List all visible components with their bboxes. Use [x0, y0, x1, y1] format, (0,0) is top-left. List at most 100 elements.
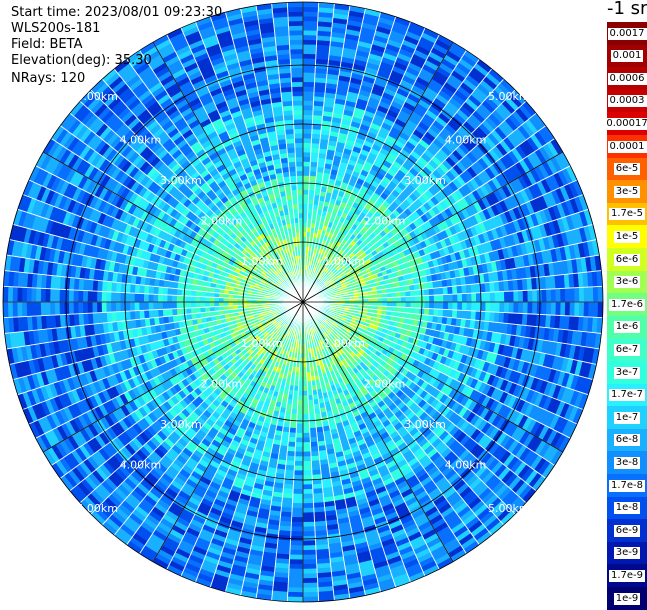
- heatmap-cell: [291, 531, 303, 536]
- heatmap-cell: [298, 396, 303, 401]
- heatmap-cell: [309, 414, 315, 419]
- heatmap-cell: [292, 513, 303, 518]
- heatmap-cell: [383, 298, 388, 302]
- heatmap-cell: [518, 291, 523, 303]
- heatmap-cell: [406, 307, 411, 313]
- heatmap-cell: [310, 437, 318, 442]
- heatmap-cell: [303, 54, 316, 59]
- heatmap-cell: [291, 409, 297, 414]
- heatmap-cell: [294, 466, 303, 471]
- heatmap-cell: [424, 308, 429, 315]
- heatmap-cell: [303, 471, 312, 476]
- heatmap-cell: [303, 77, 315, 82]
- heatmap-cell: [299, 382, 303, 387]
- heatmap-cell: [303, 16, 318, 21]
- heatmap-cell: [509, 302, 514, 313]
- heatmap-cell: [551, 289, 556, 302]
- heatmap-cell: [467, 302, 472, 311]
- heatmap-cell: [397, 302, 402, 307]
- heatmap-cell: [290, 550, 303, 555]
- heatmap-cell: [542, 302, 547, 315]
- heatmap-cell: [598, 302, 603, 318]
- heatmap-cell: [309, 409, 315, 414]
- heatmap-cell: [303, 115, 313, 120]
- heatmap-cell: [425, 302, 430, 309]
- heatmap-cell: [294, 475, 303, 480]
- heatmap-cell: [303, 68, 315, 73]
- heatmap-cell: [443, 294, 448, 302]
- heatmap-cell: [287, 597, 303, 602]
- heatmap-cell: [309, 185, 315, 190]
- heatmap-cell: [297, 419, 303, 424]
- heatmap-cell: [303, 545, 316, 550]
- heatmap-cell: [303, 110, 313, 115]
- heatmap-cell: [514, 291, 519, 302]
- heatmap-cell: [295, 447, 303, 452]
- heatmap-cell: [303, 424, 310, 429]
- heatmap-cell: [575, 288, 580, 303]
- heatmap-cell: [509, 291, 514, 302]
- heatmap-cell: [309, 190, 315, 195]
- heatmap-cell: [293, 485, 303, 490]
- heatmap-cell: [490, 302, 495, 312]
- heatmap-cell: [289, 560, 303, 565]
- heatmap-cell: [425, 295, 430, 302]
- heatmap-cell: [303, 578, 318, 583]
- heatmap-cell: [303, 597, 319, 602]
- heatmap-cell: [303, 574, 318, 579]
- heatmap-cell: [303, 531, 315, 536]
- heatmap-cell: [303, 199, 308, 204]
- heatmap-cell: [415, 302, 420, 308]
- heatmap-cell: [406, 296, 411, 302]
- heatmap-cell: [401, 302, 406, 307]
- heatmap-cell: [292, 508, 303, 513]
- heatmap-cell: [542, 289, 547, 302]
- heatmap-cell: [303, 152, 311, 157]
- heatmap-cell: [303, 213, 308, 218]
- heatmap-cell: [303, 386, 308, 391]
- heatmap-cell: [303, 508, 314, 513]
- heatmap-cell: [290, 541, 303, 546]
- heatmap-cell: [296, 433, 303, 438]
- heatmap-cell: [303, 550, 316, 555]
- heatmap-cell: [472, 302, 477, 311]
- heatmap-cell: [453, 294, 458, 302]
- heatmap-cell: [500, 292, 505, 303]
- heatmap-cell: [303, 72, 315, 77]
- heatmap-cell: [294, 471, 303, 476]
- heatmap-cell: [297, 405, 303, 410]
- heatmap-cell: [481, 302, 486, 312]
- heatmap-cell: [303, 457, 311, 462]
- heatmap-cell: [303, 428, 310, 433]
- heatmap-cell: [303, 21, 318, 26]
- heatmap-cell: [293, 489, 303, 494]
- heatmap-cell: [303, 560, 317, 565]
- heatmap-cell: [303, 86, 314, 91]
- heatmap-cell: [438, 309, 443, 317]
- heatmap-cell: [303, 138, 312, 143]
- heatmap-cell: [481, 292, 486, 302]
- heatmap-cell: [288, 578, 303, 583]
- heatmap-cell: [392, 297, 397, 302]
- heatmap-cell: [532, 302, 537, 314]
- heatmap-cell: [495, 302, 500, 312]
- heatmap-cell: [297, 414, 303, 419]
- heatmap-cell: [303, 489, 313, 494]
- heatmap-cell: [289, 574, 304, 579]
- heatmap-cell: [476, 293, 481, 302]
- heatmap-cell: [303, 503, 314, 508]
- heatmap-cell: [295, 457, 303, 462]
- heatmap-cell: [293, 499, 304, 504]
- heatmap-cell: [303, 419, 309, 424]
- heatmap-cell: [303, 583, 318, 588]
- heatmap-cell: [303, 119, 313, 124]
- heatmap-cell: [303, 433, 310, 438]
- heatmap-cell: [303, 91, 314, 96]
- heatmap-cell: [297, 410, 303, 415]
- heatmap-cell: [293, 494, 303, 499]
- heatmap-cell: [467, 293, 472, 302]
- heatmap-cell: [303, 82, 315, 87]
- heatmap-cell: [303, 485, 313, 490]
- heatmap-cell: [472, 293, 477, 302]
